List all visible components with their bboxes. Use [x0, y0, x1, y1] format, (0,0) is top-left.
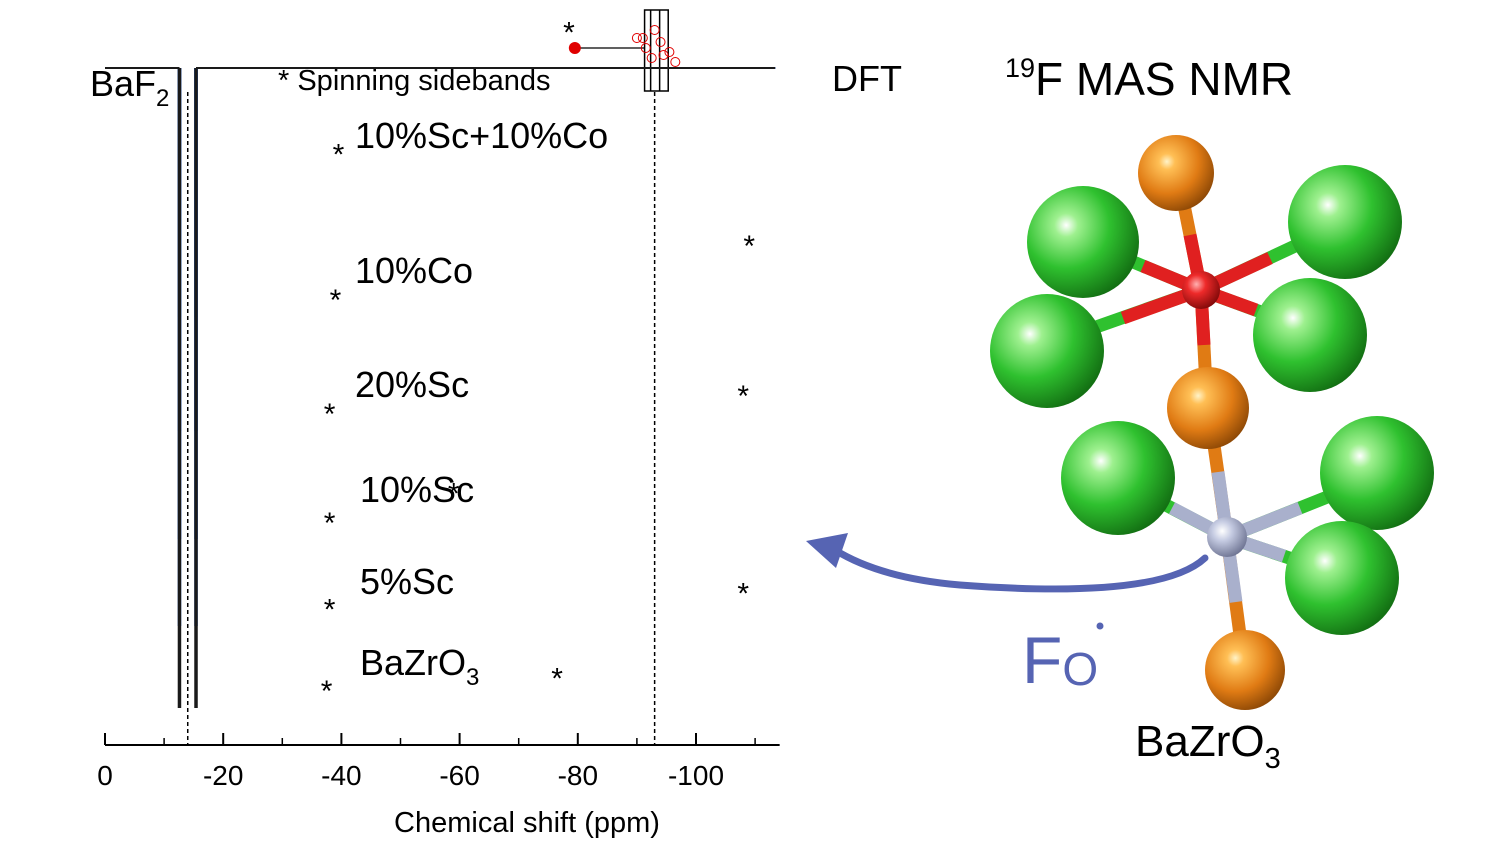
- bazro3-subscript: 3: [1265, 743, 1281, 775]
- series-label: 10%Sc: [360, 469, 474, 510]
- dopant-atom: [1182, 271, 1220, 309]
- dft-point: [637, 33, 648, 43]
- nmr-spectra-chart: 10%Sc+10%Co**10%Co**20%Sc**10%Sc**5%Sc* *…: [90, 9, 902, 839]
- x-axis-label: Chemical shift (ppm): [394, 807, 660, 839]
- bazro3-label: BaZrO3: [1135, 717, 1281, 775]
- sideband-asterisk: *: [448, 477, 460, 510]
- dft-box: [643, 9, 669, 92]
- bazro3-structure: 19F MAS NMR: [806, 53, 1434, 775]
- site-label-dot: [1096, 622, 1104, 630]
- title-main: F MAS NMR: [1035, 53, 1293, 105]
- sideband-asterisk: *: [324, 594, 336, 627]
- ba-atom: [1061, 421, 1175, 535]
- x-tick-label: -20: [203, 760, 243, 791]
- dft-point: [649, 25, 660, 35]
- spectrum-1: 10%Co * *: [105, 67, 776, 317]
- dft-point: [670, 57, 681, 67]
- sideband-asterisk: *: [324, 398, 336, 431]
- sideband-asterisk: *: [324, 507, 336, 540]
- ba-atom: [1320, 416, 1434, 530]
- dft-point: [646, 53, 657, 63]
- baf2-label: BaF2: [90, 63, 169, 112]
- sideband-asterisk: *: [743, 230, 755, 263]
- arrow-to-peak: [831, 546, 1209, 593]
- baf2-subscript: 2: [156, 85, 169, 112]
- sideband-asterisk: *: [321, 675, 333, 708]
- sideband-asterisk: *: [737, 578, 749, 611]
- ba-atom: [1253, 278, 1367, 392]
- dft-point: [640, 43, 651, 53]
- x-tick-label: -100: [668, 760, 724, 791]
- sideband-asterisk: *: [737, 380, 749, 413]
- series-label: 5%Sc: [360, 561, 454, 602]
- site-label: FO: [1022, 623, 1098, 697]
- arrow-head-icon: [806, 533, 848, 568]
- sideband-legend: * Spinning sidebands: [278, 65, 550, 97]
- dft-point: [658, 50, 669, 60]
- spectrum-5: BaZrO3 * *: [105, 67, 776, 708]
- f-atom: [1167, 367, 1249, 449]
- x-tick-label: -60: [439, 760, 479, 791]
- dft-point: [664, 47, 675, 57]
- x-tick-label: -80: [558, 760, 598, 791]
- ba-atom: [1285, 521, 1399, 635]
- dft-label: DFT: [832, 58, 902, 99]
- dft-point: [631, 33, 642, 43]
- dft-point: [655, 37, 666, 47]
- f-atom: [1138, 135, 1214, 211]
- series-label: 20%Sc: [355, 364, 469, 405]
- sideband-asterisk: *: [551, 662, 563, 695]
- sideband-asterisk: *: [330, 284, 342, 317]
- ba-atom: [1288, 165, 1402, 279]
- series-label: BaZrO3: [360, 642, 479, 691]
- series-label-subscript: 3: [466, 664, 479, 691]
- x-axis: 0 -20 -40 -60 -80 -100: [97, 733, 780, 791]
- title-superscript: 19: [1005, 53, 1035, 83]
- sideband-asterisk: *: [333, 139, 345, 172]
- structure-title: 19F MAS NMR: [1005, 53, 1293, 105]
- ba-atom: [990, 294, 1104, 408]
- sideband-asterisk: *: [563, 17, 575, 50]
- reference-lines: [186, 92, 656, 745]
- ba-atom: [1027, 186, 1139, 298]
- dft-marker: [568, 9, 681, 92]
- site-label-sub: O: [1062, 643, 1098, 695]
- x-tick-label: -40: [321, 760, 361, 791]
- spectra-traces: 10%Sc+10%Co**10%Co**20%Sc**10%Sc**5%Sc* *…: [105, 17, 776, 708]
- zr-atom: [1207, 517, 1247, 557]
- series-label: 10%Sc+10%Co: [355, 115, 608, 156]
- f-atom: [1205, 630, 1285, 710]
- x-tick-label: 0: [97, 760, 113, 791]
- spectrum-0: 10%Sc+10%Co * *: [105, 17, 776, 199]
- series-label: 10%Co: [355, 250, 473, 291]
- dft-outlier-point: [568, 42, 581, 54]
